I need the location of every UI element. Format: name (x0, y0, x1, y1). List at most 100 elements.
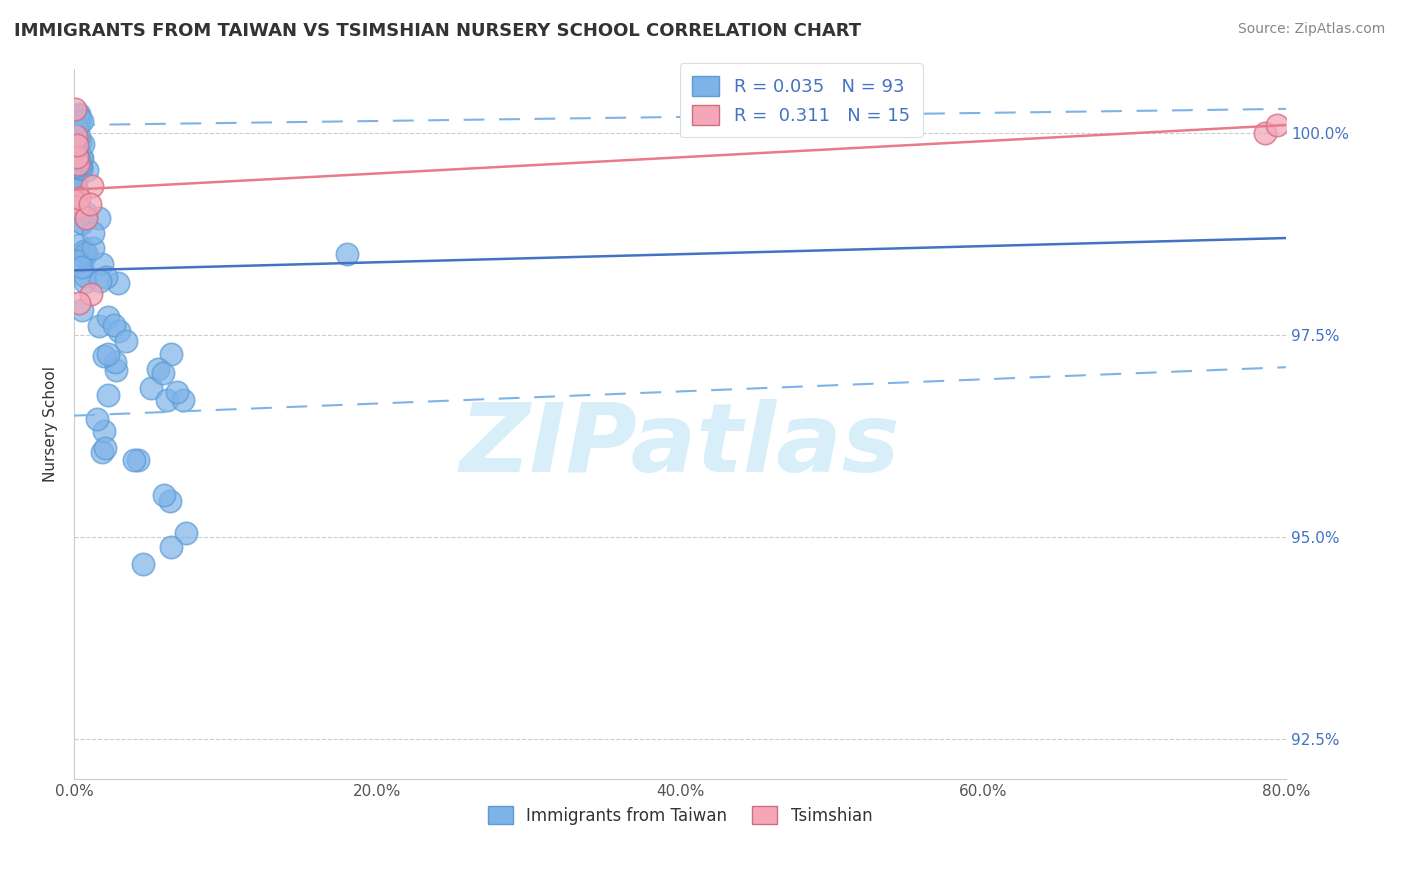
Point (72, 250, 94, 264)
Point (70, 215, 93, 229)
Point (67, 108, 90, 122)
Point (67, 118, 90, 132)
Point (65, 172, 87, 186)
Point (108, 324, 131, 338)
Point (82, 226, 104, 240)
Point (72, 136, 94, 151)
Point (65, 194, 87, 209)
Point (67, 295, 90, 310)
Point (63, 145, 86, 159)
Point (67, 254, 90, 268)
Point (69, 150, 91, 164)
Point (65, 130, 87, 145)
Point (65, 157, 87, 171)
Point (104, 354, 127, 368)
Point (65, 176, 87, 190)
Point (65, 192, 87, 206)
Point (115, 334, 138, 348)
Point (94, 270, 117, 285)
Point (65, 150, 87, 164)
Point (122, 453, 145, 467)
Point (72, 244, 94, 258)
Point (66, 184, 89, 198)
Point (69, 157, 91, 171)
Point (67, 159, 90, 173)
Point (65, 128, 87, 143)
Point (94, 441, 117, 455)
Point (69, 113, 91, 128)
Point (1254, 126, 1277, 140)
Point (67, 153, 90, 168)
Point (66, 157, 89, 171)
Point (91, 257, 114, 271)
Point (63, 149, 86, 163)
Point (103, 318, 125, 333)
Point (65, 140, 87, 154)
Point (65, 129, 87, 144)
Point (66, 141, 89, 155)
Point (66, 159, 89, 173)
Point (65, 111, 87, 125)
Point (70, 114, 93, 128)
Point (153, 488, 176, 502)
Point (73, 275, 96, 289)
Point (87, 211, 110, 225)
Point (63, 133, 86, 147)
Text: IMMIGRANTS FROM TAIWAN VS TSIMSHIAN NURSERY SCHOOL CORRELATION CHART: IMMIGRANTS FROM TAIWAN VS TSIMSHIAN NURS… (14, 22, 862, 40)
Point (72, 151, 94, 165)
Point (63, 139, 86, 153)
Point (65, 173, 87, 187)
Point (107, 277, 129, 291)
Y-axis label: Nursery School: Nursery School (44, 366, 58, 482)
Point (127, 452, 149, 467)
Point (96, 347, 118, 361)
Point (67, 128, 90, 143)
Point (63, 103, 86, 117)
Point (87, 319, 110, 334)
Point (63, 196, 86, 211)
Point (63, 143, 86, 157)
Point (73, 210, 96, 224)
Point (160, 346, 183, 360)
Point (65, 125, 87, 139)
Point (66, 158, 89, 172)
Point (75, 205, 97, 219)
Point (66, 138, 89, 153)
Point (63, 194, 86, 208)
Point (76, 163, 98, 178)
Point (73, 268, 96, 283)
Point (65, 142, 87, 156)
Point (86, 412, 108, 426)
Point (97, 310, 120, 324)
Point (72, 215, 94, 229)
Point (89, 273, 111, 287)
Point (152, 366, 174, 380)
Point (336, 247, 359, 261)
Point (1265, 118, 1288, 132)
Text: ZIPatlas: ZIPatlas (460, 399, 900, 491)
Point (174, 525, 197, 540)
Point (82, 242, 104, 256)
Point (65, 118, 87, 132)
Point (166, 384, 188, 399)
Point (65, 168, 87, 182)
Point (93, 349, 115, 363)
Point (159, 493, 181, 508)
Point (75, 246, 97, 260)
Point (79, 197, 101, 211)
Point (63, 130, 86, 145)
Point (148, 362, 170, 376)
Point (67, 238, 90, 252)
Point (72, 260, 94, 274)
Point (70, 303, 93, 318)
Point (80, 179, 103, 194)
Point (105, 363, 128, 377)
Legend: Immigrants from Taiwan, Tsimshian: Immigrants from Taiwan, Tsimshian (478, 796, 882, 835)
Point (156, 392, 179, 407)
Point (172, 392, 194, 407)
Point (67, 113, 90, 128)
Point (90, 444, 112, 458)
Point (93, 424, 115, 438)
Point (159, 541, 181, 555)
Point (131, 557, 153, 571)
